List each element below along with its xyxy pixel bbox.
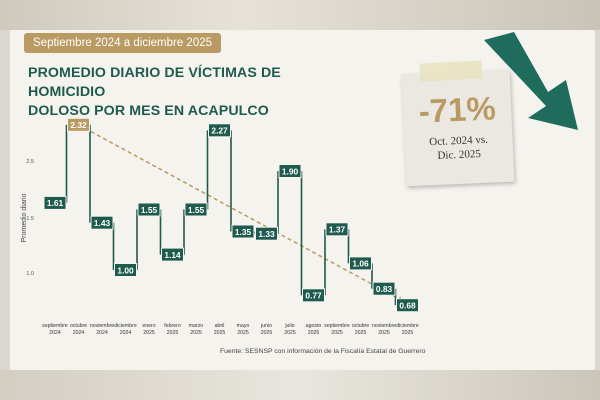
data-label-text: 1.55 [188, 205, 205, 215]
data-label: 1.06 [349, 256, 372, 271]
decorative-down-arrow [484, 32, 578, 130]
data-label-box [184, 202, 208, 217]
y-tick-label: 1.5 [26, 216, 34, 222]
x-tick-year: 2025 [308, 330, 320, 336]
x-tick-month: diciembre [396, 323, 419, 329]
x-tick-month: noviembre [372, 323, 396, 329]
chart-title: PROMEDIO DIARIO DE VÍCTIMAS DE HOMICIDIO… [28, 64, 328, 121]
data-label-text: 0.68 [399, 301, 416, 311]
data-label-text: 2.27 [211, 126, 228, 136]
data-label-text: 1.61 [47, 198, 64, 208]
data-label-text: 1.37 [329, 225, 346, 235]
x-tick-month: febrero [164, 323, 181, 329]
data-label: 1.61 [43, 195, 67, 210]
x-tick-year: 2025 [261, 330, 273, 336]
x-tick-month: diciembre [114, 323, 137, 329]
data-label-box [67, 117, 90, 132]
data-label: 1.43 [90, 215, 114, 230]
x-tick-year: 2025 [190, 330, 202, 336]
data-label: 1.00 [114, 263, 137, 277]
x-tick-year: 2024 [49, 330, 61, 336]
x-tick-month: junio [260, 323, 272, 329]
chart-title-line2: DOLOSO POR MES EN ACAPULCO [28, 103, 269, 119]
data-label-box [278, 164, 302, 178]
data-label: 0.77 [302, 288, 325, 303]
data-label: 1.33 [255, 226, 278, 241]
data-label-box [302, 288, 325, 303]
data-label-box [349, 256, 372, 271]
y-tick-label: 1.0 [26, 271, 34, 277]
x-tick-month: agosto [306, 323, 322, 329]
data-label-box [325, 222, 349, 237]
data-label-text: 1.35 [235, 227, 252, 237]
data-label-text: 1.14 [164, 250, 181, 260]
data-label: 1.14 [161, 247, 184, 262]
data-label-box [255, 226, 278, 241]
data-label-box [231, 224, 255, 239]
data-label: 2.27 [208, 123, 231, 138]
data-label: 1.55 [137, 202, 161, 217]
date-range-badge: Septiembre 2024 a diciembre 2025 [24, 33, 222, 53]
source-note: Fuente: SESNSP con información de la Fis… [220, 348, 426, 355]
x-tick-year: 2024 [96, 330, 108, 336]
x-tick-month: octubre [352, 323, 369, 329]
x-tick-year: 2025 [378, 330, 390, 336]
data-label-text: 0.77 [305, 291, 322, 301]
data-label-text: 1.00 [117, 265, 134, 275]
x-tick-year: 2025 [214, 330, 226, 336]
x-tick-month: marzo [189, 323, 204, 329]
chart-title-line1: PROMEDIO DIARIO DE VÍCTIMAS DE HOMICIDIO [28, 65, 281, 100]
data-label: 1.55 [184, 202, 208, 217]
top-background [0, 0, 600, 30]
x-tick-month: mayo [237, 323, 250, 329]
data-label: 1.35 [231, 224, 255, 239]
x-tick-month: abril [215, 323, 225, 329]
x-tick-year: 2024 [120, 330, 132, 336]
data-label: 1.90 [278, 164, 302, 178]
data-label-text: 0.83 [376, 284, 393, 294]
x-tick-month: enero [142, 323, 155, 329]
x-tick-month: octubre [70, 323, 87, 329]
data-label-box [396, 298, 419, 313]
data-label-box [208, 123, 231, 138]
data-label-box [372, 281, 396, 296]
data-label-box [114, 263, 137, 277]
data-label: 0.68 [396, 298, 419, 313]
data-label-text: 1.33 [258, 229, 275, 239]
trend-line [78, 124, 404, 302]
x-tick-year: 2025 [237, 330, 249, 336]
bottom-background [0, 370, 600, 400]
data-label-text: 1.43 [94, 218, 111, 228]
data-label: 0.83 [372, 281, 396, 296]
data-label-box [137, 202, 161, 217]
data-label-text: 1.90 [282, 166, 299, 176]
x-tick-year: 2025 [284, 330, 296, 336]
data-label: 1.37 [325, 222, 349, 237]
data-label: 2.32 [67, 117, 90, 132]
x-tick-month: julio [284, 323, 294, 329]
data-label-box [43, 195, 67, 210]
x-tick-year: 2025 [143, 330, 155, 336]
x-tick-year: 2025 [167, 330, 179, 336]
x-tick-year: 2024 [73, 330, 85, 336]
data-label-text: 1.06 [352, 259, 369, 269]
y-tick-label: 2.5 [26, 159, 34, 165]
x-tick-year: 2025 [331, 330, 343, 336]
data-label-text: 2.32 [70, 120, 87, 130]
x-tick-month: noviembre [90, 323, 114, 329]
data-label-box [161, 247, 184, 262]
x-tick-month: septiembre [42, 323, 68, 329]
x-tick-month: septiembre [324, 323, 350, 329]
data-label-text: 1.55 [141, 205, 158, 215]
y-axis-label: Promedio diario [21, 193, 28, 242]
data-label-box [90, 215, 114, 230]
x-tick-year: 2025 [402, 330, 414, 336]
x-tick-year: 2025 [355, 330, 367, 336]
